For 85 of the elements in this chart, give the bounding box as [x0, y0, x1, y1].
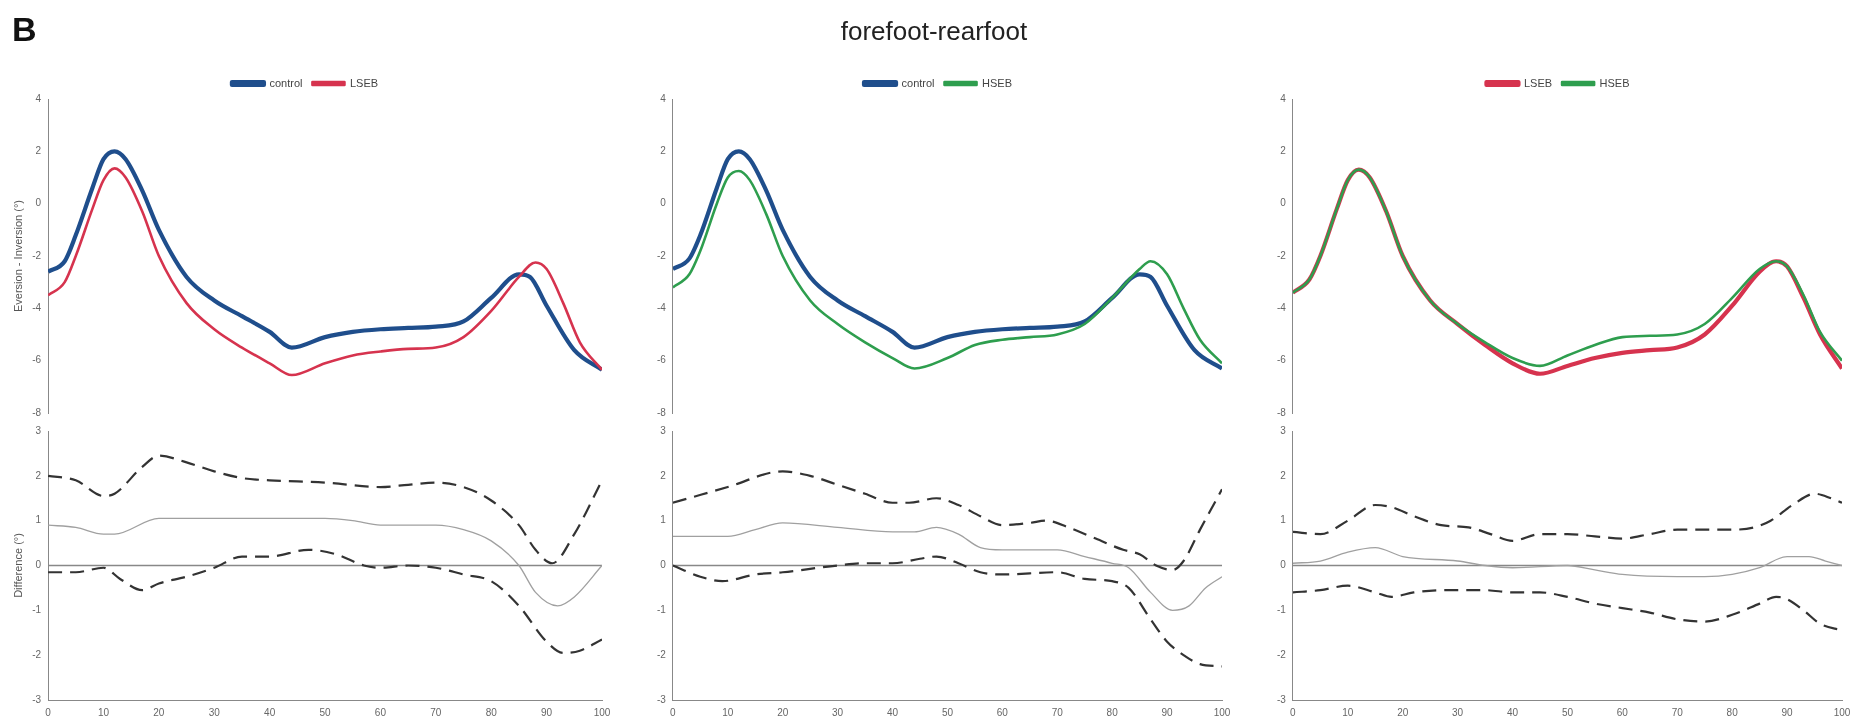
y-tick-label: -6 — [1276, 354, 1287, 366]
y-tick-label: 0 — [1280, 559, 1287, 571]
x-tick-label: 20 — [777, 706, 789, 718]
legend-label: control — [901, 76, 935, 89]
x-tick-label: 80 — [1726, 706, 1739, 718]
legend-label: LSEB — [349, 76, 379, 89]
x-tick-label: 20 — [1397, 706, 1409, 718]
y-axis-title: Eversion - Inversion (°) — [11, 200, 24, 312]
y-tick-label: -3 — [656, 693, 667, 705]
y-tick-label: 2 — [660, 145, 667, 157]
y-tick-label: 1 — [660, 514, 667, 526]
chart-title: forefoot-rearfoot — [839, 16, 1029, 47]
y-tick-label: -2 — [656, 648, 667, 660]
x-tick-label: 10 — [97, 706, 110, 718]
y-tick-label: -4 — [1276, 302, 1287, 314]
y-tick-label: 3 — [1280, 424, 1287, 436]
x-tick-label: 50 — [319, 706, 332, 718]
y-tick-label: -8 — [32, 406, 42, 418]
x-tick-label: 40 — [1506, 706, 1519, 718]
y-tick-label: -6 — [32, 354, 42, 366]
x-tick-label: 0 — [670, 706, 677, 718]
legend-label: LSEB — [1523, 76, 1553, 89]
x-tick-label: 30 — [832, 706, 844, 718]
y-tick-label: 0 — [35, 197, 42, 209]
y-tick-label: -2 — [32, 249, 42, 261]
x-tick-label: 10 — [722, 706, 734, 718]
y-tick-label: 1 — [35, 514, 42, 526]
x-tick-label: 30 — [1452, 706, 1464, 718]
y-tick-label: -2 — [32, 648, 42, 660]
y-tick-label: 3 — [35, 424, 42, 436]
x-tick-label: 0 — [45, 706, 52, 718]
x-tick-label: 60 — [374, 706, 387, 718]
y-tick-label: -3 — [32, 693, 42, 705]
legend-label: HSEB — [1599, 76, 1630, 89]
x-tick-label: 90 — [1781, 706, 1794, 718]
x-tick-label: 0 — [1290, 706, 1297, 718]
x-tick-label: 20 — [153, 706, 165, 718]
text: B — [12, 10, 37, 49]
y-tick-label: -8 — [656, 406, 667, 418]
y-axis-title: Difference (°) — [11, 533, 24, 598]
y-tick-label: 4 — [1280, 92, 1287, 104]
x-tick-label: 50 — [941, 706, 954, 718]
y-tick-label: 1 — [1280, 514, 1287, 526]
y-tick-label: -2 — [656, 249, 667, 261]
legend-label: control — [269, 76, 303, 89]
x-tick-label: 60 — [1616, 706, 1629, 718]
x-tick-label: 70 — [430, 706, 442, 718]
x-tick-label: 100 — [1213, 706, 1231, 718]
y-tick-label: -8 — [1276, 406, 1287, 418]
y-tick-label: 2 — [1280, 145, 1287, 157]
x-tick-label: 70 — [1671, 706, 1684, 718]
y-tick-label: -3 — [1276, 693, 1287, 705]
y-tick-label: -1 — [656, 604, 667, 616]
y-tick-label: -1 — [32, 604, 42, 616]
x-tick-label: 40 — [886, 706, 899, 718]
y-tick-label: 2 — [35, 145, 42, 157]
y-tick-label: -4 — [656, 302, 667, 314]
y-tick-label: 0 — [660, 197, 667, 209]
y-tick-label: -1 — [1276, 604, 1287, 616]
x-tick-label: 90 — [541, 706, 553, 718]
x-tick-label: 10 — [1342, 706, 1354, 718]
y-tick-label: 3 — [660, 424, 667, 436]
y-tick-label: 0 — [1280, 197, 1287, 209]
y-tick-label: 4 — [660, 92, 667, 104]
legend-label: HSEB — [982, 76, 1012, 89]
y-tick-label: -4 — [32, 302, 42, 314]
x-tick-label: 90 — [1161, 706, 1174, 718]
x-tick-label: 60 — [996, 706, 1009, 718]
y-tick-label: 2 — [660, 469, 667, 481]
y-tick-label: 2 — [1280, 469, 1287, 481]
x-tick-label: 40 — [264, 706, 276, 718]
y-tick-label: 2 — [35, 469, 42, 481]
y-tick-label: 4 — [35, 92, 42, 104]
x-tick-label: 50 — [1561, 706, 1574, 718]
y-tick-label: 0 — [660, 559, 667, 571]
y-tick-label: -2 — [1276, 648, 1287, 660]
x-tick-label: 100 — [1833, 706, 1851, 718]
x-tick-label: 80 — [1106, 706, 1119, 718]
y-tick-label: -6 — [656, 354, 667, 366]
x-tick-label: 70 — [1051, 706, 1064, 718]
y-tick-label: 0 — [35, 559, 42, 571]
x-tick-label: 80 — [485, 706, 498, 718]
x-tick-label: 30 — [208, 706, 221, 718]
x-tick-label: 100 — [593, 706, 611, 718]
y-tick-label: -2 — [1276, 249, 1287, 261]
